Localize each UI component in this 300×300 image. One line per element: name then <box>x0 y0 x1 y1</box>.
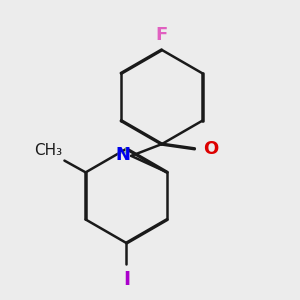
Text: I: I <box>123 270 130 289</box>
Text: F: F <box>156 26 168 44</box>
Text: N: N <box>115 146 130 164</box>
Text: H: H <box>115 146 128 164</box>
Text: CH₃: CH₃ <box>34 143 62 158</box>
Text: O: O <box>203 140 218 158</box>
